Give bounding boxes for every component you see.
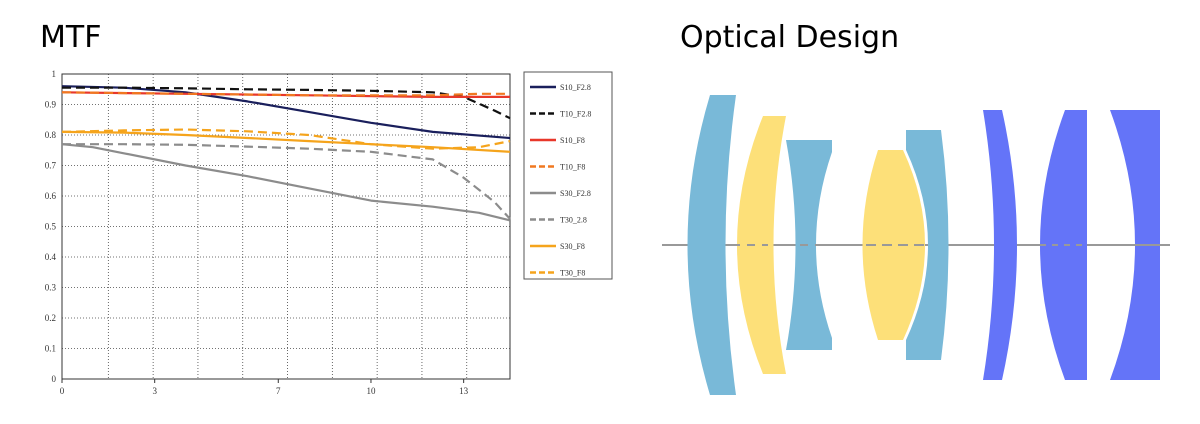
- y-tick-label: 0.9: [45, 100, 57, 110]
- tick-labels: 00.10.20.30.40.50.60.70.80.910 3 7 10 13: [45, 69, 469, 396]
- optical-design-title: Optical Design: [680, 20, 900, 55]
- series-line-T10_F8: [61, 91, 510, 97]
- legend-box: [523, 71, 613, 280]
- legend-label: T10_F8: [560, 163, 585, 172]
- legend: S10_F2.8 T10_F2.8 S10_F8 T10_F8 S30_F2.8 T30_…: [530, 83, 591, 278]
- y-tick-label: 0.2: [45, 313, 56, 323]
- y-tick-label: 0.8: [45, 130, 57, 140]
- legend-label: T30_2.8: [560, 216, 587, 225]
- x-tick-label: 3: [152, 386, 157, 396]
- series-lines: [61, 85, 511, 222]
- y-tick-label: 0.4: [45, 252, 57, 262]
- series-line-T10_F2.8: [62, 86, 511, 120]
- y-tick-label: 0.1: [45, 344, 56, 354]
- x-tick-label: 13: [459, 386, 469, 396]
- x-tick-label: 10: [366, 386, 376, 396]
- lens-element-7: [1040, 110, 1087, 380]
- y-tick-label: 0: [52, 374, 57, 384]
- mtf-title: MTF: [40, 20, 102, 55]
- lens-element-2: [737, 116, 786, 374]
- x-tick-label: 0: [60, 386, 65, 396]
- legend-label: S30_F2.8: [560, 189, 591, 198]
- lens-element-1: [687, 95, 736, 395]
- y-tick-label: 0.3: [45, 283, 57, 293]
- lens-element-5: [906, 130, 949, 360]
- series-line-S30_F8: [61, 130, 511, 153]
- plot-frame: [61, 73, 511, 380]
- series-line-T30_2.8: [62, 143, 511, 220]
- y-tick-label: 0.5: [45, 222, 57, 232]
- legend-label: S10_F2.8: [560, 83, 591, 92]
- y-tick-label: 0.6: [45, 191, 57, 201]
- lens-element-6: [983, 110, 1017, 380]
- optical-diagram: [662, 95, 1170, 395]
- x-tick-label: 7: [276, 386, 281, 396]
- y-tick-label: 1: [52, 69, 57, 79]
- chart-grid: [62, 74, 510, 379]
- lens-element-3: [786, 140, 832, 350]
- mtf-chart: 00.10.20.30.40.50.60.70.80.910 3 7 10 13 S10…: [45, 69, 613, 396]
- legend-label: T30_F8: [560, 269, 585, 278]
- legend-label: S30_F8: [560, 242, 585, 251]
- series-line-S30_F2.8: [61, 143, 511, 222]
- legend-label: S10_F8: [560, 136, 585, 145]
- lens-element-4: [862, 150, 925, 340]
- series-line-S10_F8: [61, 91, 510, 99]
- y-tick-label: 0.7: [45, 161, 57, 171]
- legend-label: T10_F2.8: [560, 110, 591, 119]
